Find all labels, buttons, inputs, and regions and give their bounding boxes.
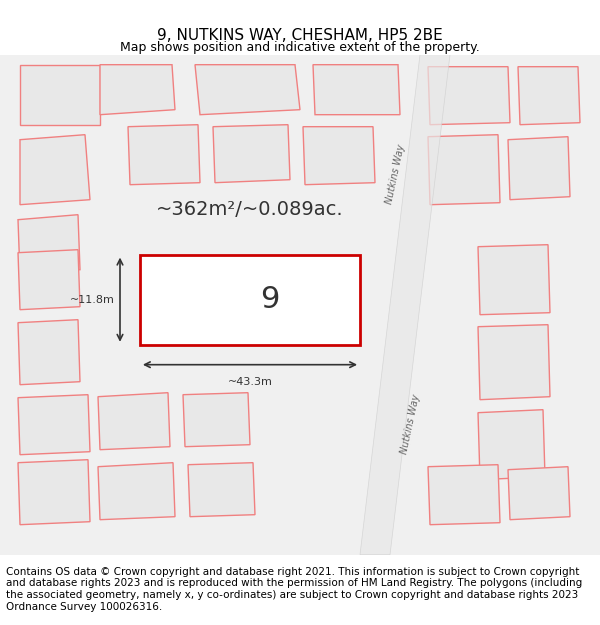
Polygon shape — [213, 125, 290, 182]
Polygon shape — [428, 135, 500, 205]
Text: ~362m²/~0.089ac.: ~362m²/~0.089ac. — [156, 200, 344, 219]
Polygon shape — [98, 392, 170, 450]
Polygon shape — [183, 392, 250, 447]
Text: Nutkins Way: Nutkins Way — [399, 394, 421, 456]
Polygon shape — [478, 410, 545, 480]
Polygon shape — [508, 137, 570, 200]
Polygon shape — [140, 255, 360, 345]
Text: ~11.8m: ~11.8m — [70, 295, 115, 305]
Polygon shape — [20, 65, 100, 125]
Polygon shape — [360, 55, 450, 555]
Polygon shape — [313, 65, 400, 115]
Polygon shape — [18, 460, 90, 525]
Polygon shape — [18, 250, 80, 310]
Polygon shape — [478, 245, 550, 315]
Polygon shape — [518, 67, 580, 125]
Text: ~43.3m: ~43.3m — [227, 377, 272, 387]
Polygon shape — [478, 325, 550, 400]
Polygon shape — [188, 462, 255, 517]
Text: Map shows position and indicative extent of the property.: Map shows position and indicative extent… — [120, 41, 480, 54]
Polygon shape — [100, 65, 175, 115]
Polygon shape — [195, 65, 300, 115]
Polygon shape — [98, 462, 175, 520]
Polygon shape — [428, 67, 510, 125]
Polygon shape — [508, 467, 570, 520]
Text: 9, NUTKINS WAY, CHESHAM, HP5 2BE: 9, NUTKINS WAY, CHESHAM, HP5 2BE — [157, 28, 443, 43]
Polygon shape — [428, 465, 500, 525]
Text: Nutkins Way: Nutkins Way — [384, 144, 406, 206]
Polygon shape — [303, 127, 375, 185]
Polygon shape — [18, 215, 80, 275]
Polygon shape — [20, 135, 90, 205]
Polygon shape — [128, 125, 200, 185]
Text: 9: 9 — [260, 285, 280, 314]
Polygon shape — [18, 395, 90, 455]
Polygon shape — [18, 320, 80, 384]
Text: Contains OS data © Crown copyright and database right 2021. This information is : Contains OS data © Crown copyright and d… — [6, 567, 582, 612]
